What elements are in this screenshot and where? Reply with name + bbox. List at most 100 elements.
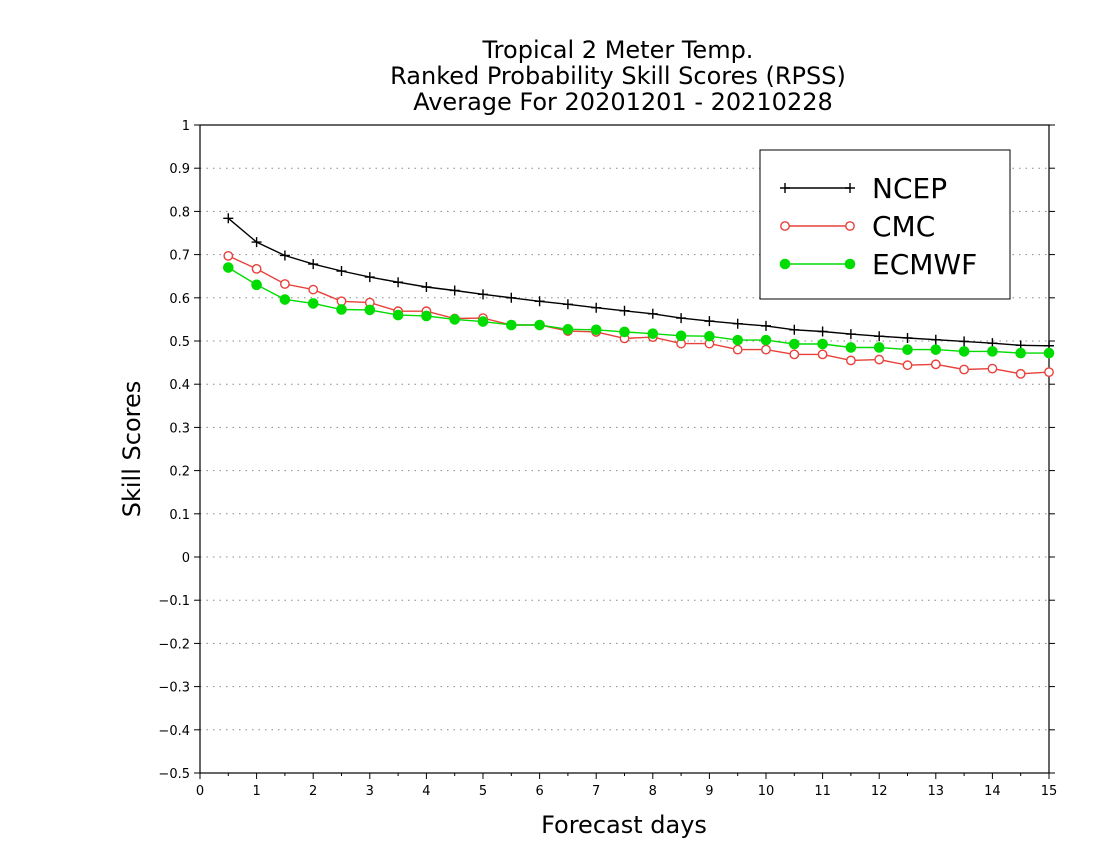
chart-title-line-3: Average For 20201201 - 20210228: [413, 88, 833, 116]
legend-label: NCEP: [872, 172, 947, 205]
data-point: [873, 342, 885, 353]
data-point: [704, 330, 715, 342]
data-point: [279, 279, 290, 289]
x-axis-ticks: 0 1 2 3 4 5 6 7 8 9 10 11 12 13 14 15: [196, 773, 1057, 799]
x-tick-label: 14: [984, 784, 1001, 799]
data-point: [308, 259, 319, 270]
legend-label: ECMWF: [872, 248, 977, 281]
data-point: [789, 338, 800, 350]
data-point: [959, 336, 970, 347]
data-point: [590, 324, 602, 336]
data-point: [307, 298, 319, 309]
data-point: [874, 331, 885, 342]
data-point: [279, 250, 290, 261]
data-point: [930, 344, 942, 355]
x-tick-label: 3: [366, 784, 374, 799]
data-point: [958, 346, 970, 357]
data-point: [1044, 367, 1054, 378]
data-point: [959, 364, 969, 375]
data-point: [364, 272, 375, 283]
data-point: [279, 294, 291, 305]
data-point: [619, 326, 630, 338]
data-point: [930, 334, 941, 345]
y-tick-label: 0.8: [169, 205, 190, 220]
legend-marker: [780, 183, 790, 193]
x-tick-label: 4: [422, 784, 430, 799]
y-tick-label: 0.6: [169, 292, 190, 307]
data-point: [364, 304, 376, 316]
legend-marker: [845, 221, 855, 231]
series-ecmwf: [223, 262, 1055, 359]
data-point: [251, 279, 262, 291]
data-point: [478, 289, 488, 300]
data-point: [704, 316, 715, 327]
data-point: [449, 314, 461, 325]
data-point: [1015, 368, 1026, 379]
y-tick-label: 1: [182, 119, 190, 134]
data-point: [308, 284, 319, 295]
data-point: [902, 332, 913, 343]
legend: NCEP CMC ECMWF: [759, 149, 1011, 300]
data-point: [817, 326, 828, 337]
data-point: [251, 237, 262, 248]
legend-box: [759, 149, 1011, 300]
y-tick-label: −0.4: [158, 724, 190, 739]
data-point: [1015, 347, 1027, 359]
data-point: [421, 282, 432, 292]
data-point: [336, 266, 347, 277]
data-point: [223, 213, 234, 224]
data-point: [506, 292, 517, 303]
y-tick-label: 0.2: [169, 465, 190, 480]
x-tick-label: 2: [309, 784, 317, 799]
data-point: [562, 299, 573, 310]
data-point: [393, 277, 404, 288]
x-tick-label: 12: [871, 784, 888, 799]
data-point: [987, 363, 998, 374]
legend-marker: [845, 183, 855, 193]
x-tick-label: 5: [479, 784, 487, 799]
data-point: [846, 355, 856, 366]
data-point: [223, 262, 234, 273]
y-tick-label: −0.2: [158, 637, 190, 652]
data-point: [647, 308, 658, 319]
data-point: [619, 305, 630, 316]
data-point: [789, 349, 800, 360]
data-point: [562, 324, 574, 335]
data-point: [732, 318, 743, 329]
data-point: [874, 354, 885, 365]
data-point: [392, 309, 404, 321]
y-tick-label: 0.4: [169, 378, 190, 393]
x-tick-label: 8: [649, 784, 657, 799]
data-point: [449, 285, 460, 296]
data-point: [845, 342, 857, 353]
data-point: [761, 344, 771, 355]
x-tick-label: 7: [592, 784, 600, 799]
data-point: [902, 360, 913, 371]
y-axis-ticks: −0.5 −0.4 −0.3 −0.2 −0.1 0 0.1 0.2 0.3 0.4 0.5 0.6 0…: [158, 119, 1055, 782]
x-tick-label: 10: [758, 784, 775, 799]
series-ncep: [223, 213, 1054, 351]
data-point: [789, 324, 800, 335]
x-axis-label: Forecast days: [541, 811, 707, 839]
y-tick-label: −0.5: [158, 767, 190, 782]
x-tick-label: 0: [196, 784, 204, 799]
y-tick-label: −0.1: [158, 594, 190, 609]
data-point: [761, 320, 771, 331]
data-point: [987, 346, 998, 357]
data-point: [760, 334, 772, 346]
y-tick-label: 0.3: [169, 421, 190, 436]
chart-title-line-2: Ranked Probability Skill Scores (RPSS): [390, 62, 846, 90]
data-point: [817, 349, 828, 360]
legend-marker: [844, 258, 856, 270]
data-point: [223, 250, 234, 261]
legend-entry-cmc: CMC: [780, 210, 935, 243]
y-tick-label: 0.5: [169, 335, 190, 350]
legend-entry-ecmwf: ECMWF: [779, 248, 977, 281]
series-layer: [223, 213, 1055, 379]
data-point: [591, 302, 602, 313]
y-tick-label: 0.9: [169, 162, 190, 177]
x-tick-label: 13: [928, 784, 945, 799]
data-point: [251, 263, 262, 274]
data-point: [336, 304, 347, 315]
